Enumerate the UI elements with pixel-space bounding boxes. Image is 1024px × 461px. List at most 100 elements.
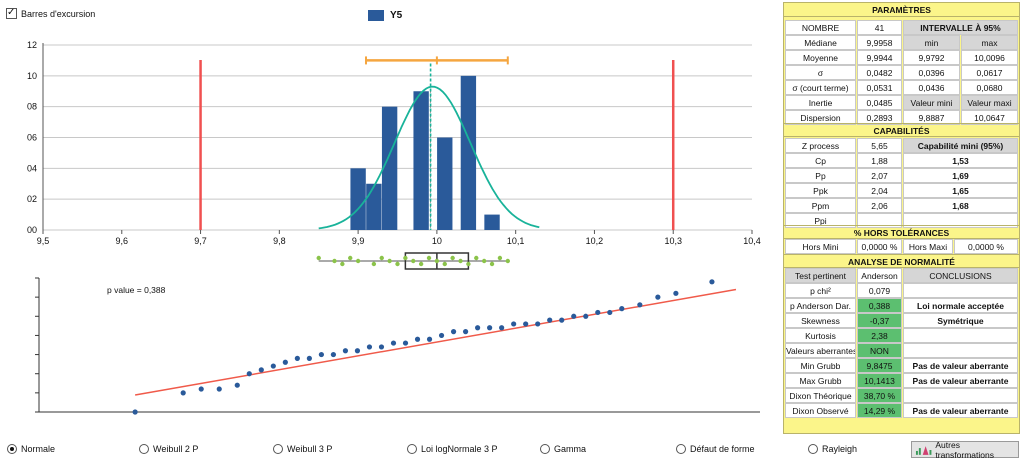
radio-label: Weibull 2 P xyxy=(153,444,199,454)
param-value: 9,9958 xyxy=(857,35,902,50)
radio-dot[interactable] xyxy=(808,444,818,454)
radio-rayleigh[interactable]: Rayleigh xyxy=(808,444,857,454)
qq-point xyxy=(402,340,409,346)
qq-point xyxy=(378,344,385,350)
cap-value: 2,04 xyxy=(857,183,902,198)
qq-point xyxy=(475,325,481,331)
histogram-bar xyxy=(366,183,382,230)
normalite-conclusion: Symétrique xyxy=(903,313,1018,328)
normalite-label: Kurtosis xyxy=(785,328,856,343)
normalite-title: ANALYSE DE NORMALITÉ xyxy=(784,254,1019,268)
capabilites-title: CAPABILITÉS xyxy=(784,123,1019,137)
cap-value xyxy=(857,213,902,228)
radio-weibull-3-p[interactable]: Weibull 3 P xyxy=(273,444,332,454)
normalite-header-test: Test pertinent xyxy=(785,268,856,283)
hors-mini-value: 0,0000 % xyxy=(857,239,902,254)
radio-dot[interactable] xyxy=(407,444,417,454)
normalite-conclusion xyxy=(903,283,1018,298)
qq-point xyxy=(306,355,312,361)
radio-dot[interactable] xyxy=(139,444,149,454)
normalite-conclusion xyxy=(903,328,1018,343)
normalite-value: 2,38 xyxy=(857,328,902,343)
qq-point xyxy=(607,309,613,316)
y-tick-label: 10 xyxy=(27,71,37,81)
y-tick-label: 12 xyxy=(27,40,37,50)
histogram-bar xyxy=(350,168,366,230)
radio-label: Rayleigh xyxy=(822,444,858,454)
boxplot-point xyxy=(316,255,321,261)
boxplot-point xyxy=(474,255,479,261)
normalite-value: 0,079 xyxy=(857,283,902,298)
hors-mini-label: Hors Mini xyxy=(785,239,856,254)
cap-label: Pp xyxy=(785,168,856,183)
param-interval-b: Valeur maxi xyxy=(961,95,1018,110)
boxplot-point xyxy=(379,255,384,261)
normalite-label: Min Grubb xyxy=(785,358,856,373)
boxplot-point xyxy=(450,255,455,261)
histogram-bar xyxy=(484,214,500,230)
boxplot-point xyxy=(340,261,345,267)
transform-icon xyxy=(915,445,932,455)
radio-dot[interactable] xyxy=(540,444,550,454)
cap-value: 2,07 xyxy=(857,168,902,183)
boxplot-point xyxy=(355,258,361,264)
param-label: Inertie xyxy=(785,95,856,110)
y-tick-label: 00 xyxy=(27,225,37,235)
boxplot-point xyxy=(426,255,432,261)
radio-normale[interactable]: Normale xyxy=(7,444,55,454)
excursion-bars-checkbox[interactable]: Barres d'excursion xyxy=(6,7,95,19)
cap-mini: 1,68 xyxy=(903,198,1018,213)
normalite-value: 10,1413 xyxy=(857,373,902,388)
qq-reference-line xyxy=(135,288,737,396)
radio-weibull-2-p[interactable]: Weibull 2 P xyxy=(139,444,198,454)
param-label: σ (court terme) xyxy=(785,80,856,95)
param-value: 0,0482 xyxy=(857,65,902,80)
qq-point xyxy=(571,313,577,319)
normalite-label: Dixon Observé xyxy=(785,403,856,418)
radio-label: Gamma xyxy=(554,444,587,454)
legend-label: Y5 xyxy=(390,10,403,21)
boxplot-point xyxy=(395,261,400,267)
qq-point xyxy=(390,340,397,346)
radio-d-faut-de-forme[interactable]: Défaut de forme xyxy=(676,444,755,454)
param-interval-b: 0,0617 xyxy=(961,65,1018,80)
cap-mini: 1,53 xyxy=(903,153,1018,168)
radio-dot[interactable] xyxy=(273,444,283,454)
histogram-bar xyxy=(460,75,477,230)
cap-label: Ppk xyxy=(785,183,856,198)
param-interval-a: min xyxy=(903,35,960,50)
param-label: Moyenne xyxy=(785,50,856,65)
param-interval-a: 0,0396 xyxy=(903,65,960,80)
qq-point xyxy=(673,290,679,296)
qq-point xyxy=(499,325,505,331)
qq-point xyxy=(330,351,337,358)
normal-probability-plot: p value = 0,388 xyxy=(35,277,760,415)
nombre-label: NOMBRE xyxy=(785,20,856,35)
param-label: Dispersion xyxy=(785,110,856,125)
boxplot-point xyxy=(505,258,510,264)
radio-loi-lognormale-3-p[interactable]: Loi logNormale 3 P xyxy=(407,444,498,454)
cap-label: Cp xyxy=(785,153,856,168)
normalite-label: Skewness xyxy=(785,313,856,328)
qq-point xyxy=(655,294,661,300)
param-interval-a: 9,9792 xyxy=(903,50,960,65)
qq-point xyxy=(294,355,300,361)
zprocess-value: 5,65 xyxy=(857,138,902,153)
radio-dot[interactable] xyxy=(7,444,17,454)
cap-mini: 1,69 xyxy=(903,168,1018,183)
radio-dot[interactable] xyxy=(676,444,686,454)
boxplot-point xyxy=(332,258,337,264)
radio-gamma[interactable]: Gamma xyxy=(540,444,586,454)
checkbox-box[interactable] xyxy=(6,7,17,19)
interval-header: INTERVALLE À 95% xyxy=(903,20,1018,35)
cap-value: 2,06 xyxy=(857,198,902,213)
normalite-conclusion: Pas de valeur aberrante xyxy=(903,403,1018,418)
qq-point xyxy=(342,348,349,354)
hors-maxi-value: 0,0000 % xyxy=(954,239,1018,254)
statistics-panel: PARAMÈTRES NOMBRE 41 INTERVALLE À 95% Mé… xyxy=(783,2,1020,434)
legend-swatch xyxy=(368,10,384,21)
normalite-conclusion: Loi normale acceptée xyxy=(903,298,1018,313)
other-transformations-button[interactable]: Autres transformations xyxy=(911,440,1019,460)
qq-point xyxy=(198,386,204,392)
qq-point xyxy=(637,302,643,308)
